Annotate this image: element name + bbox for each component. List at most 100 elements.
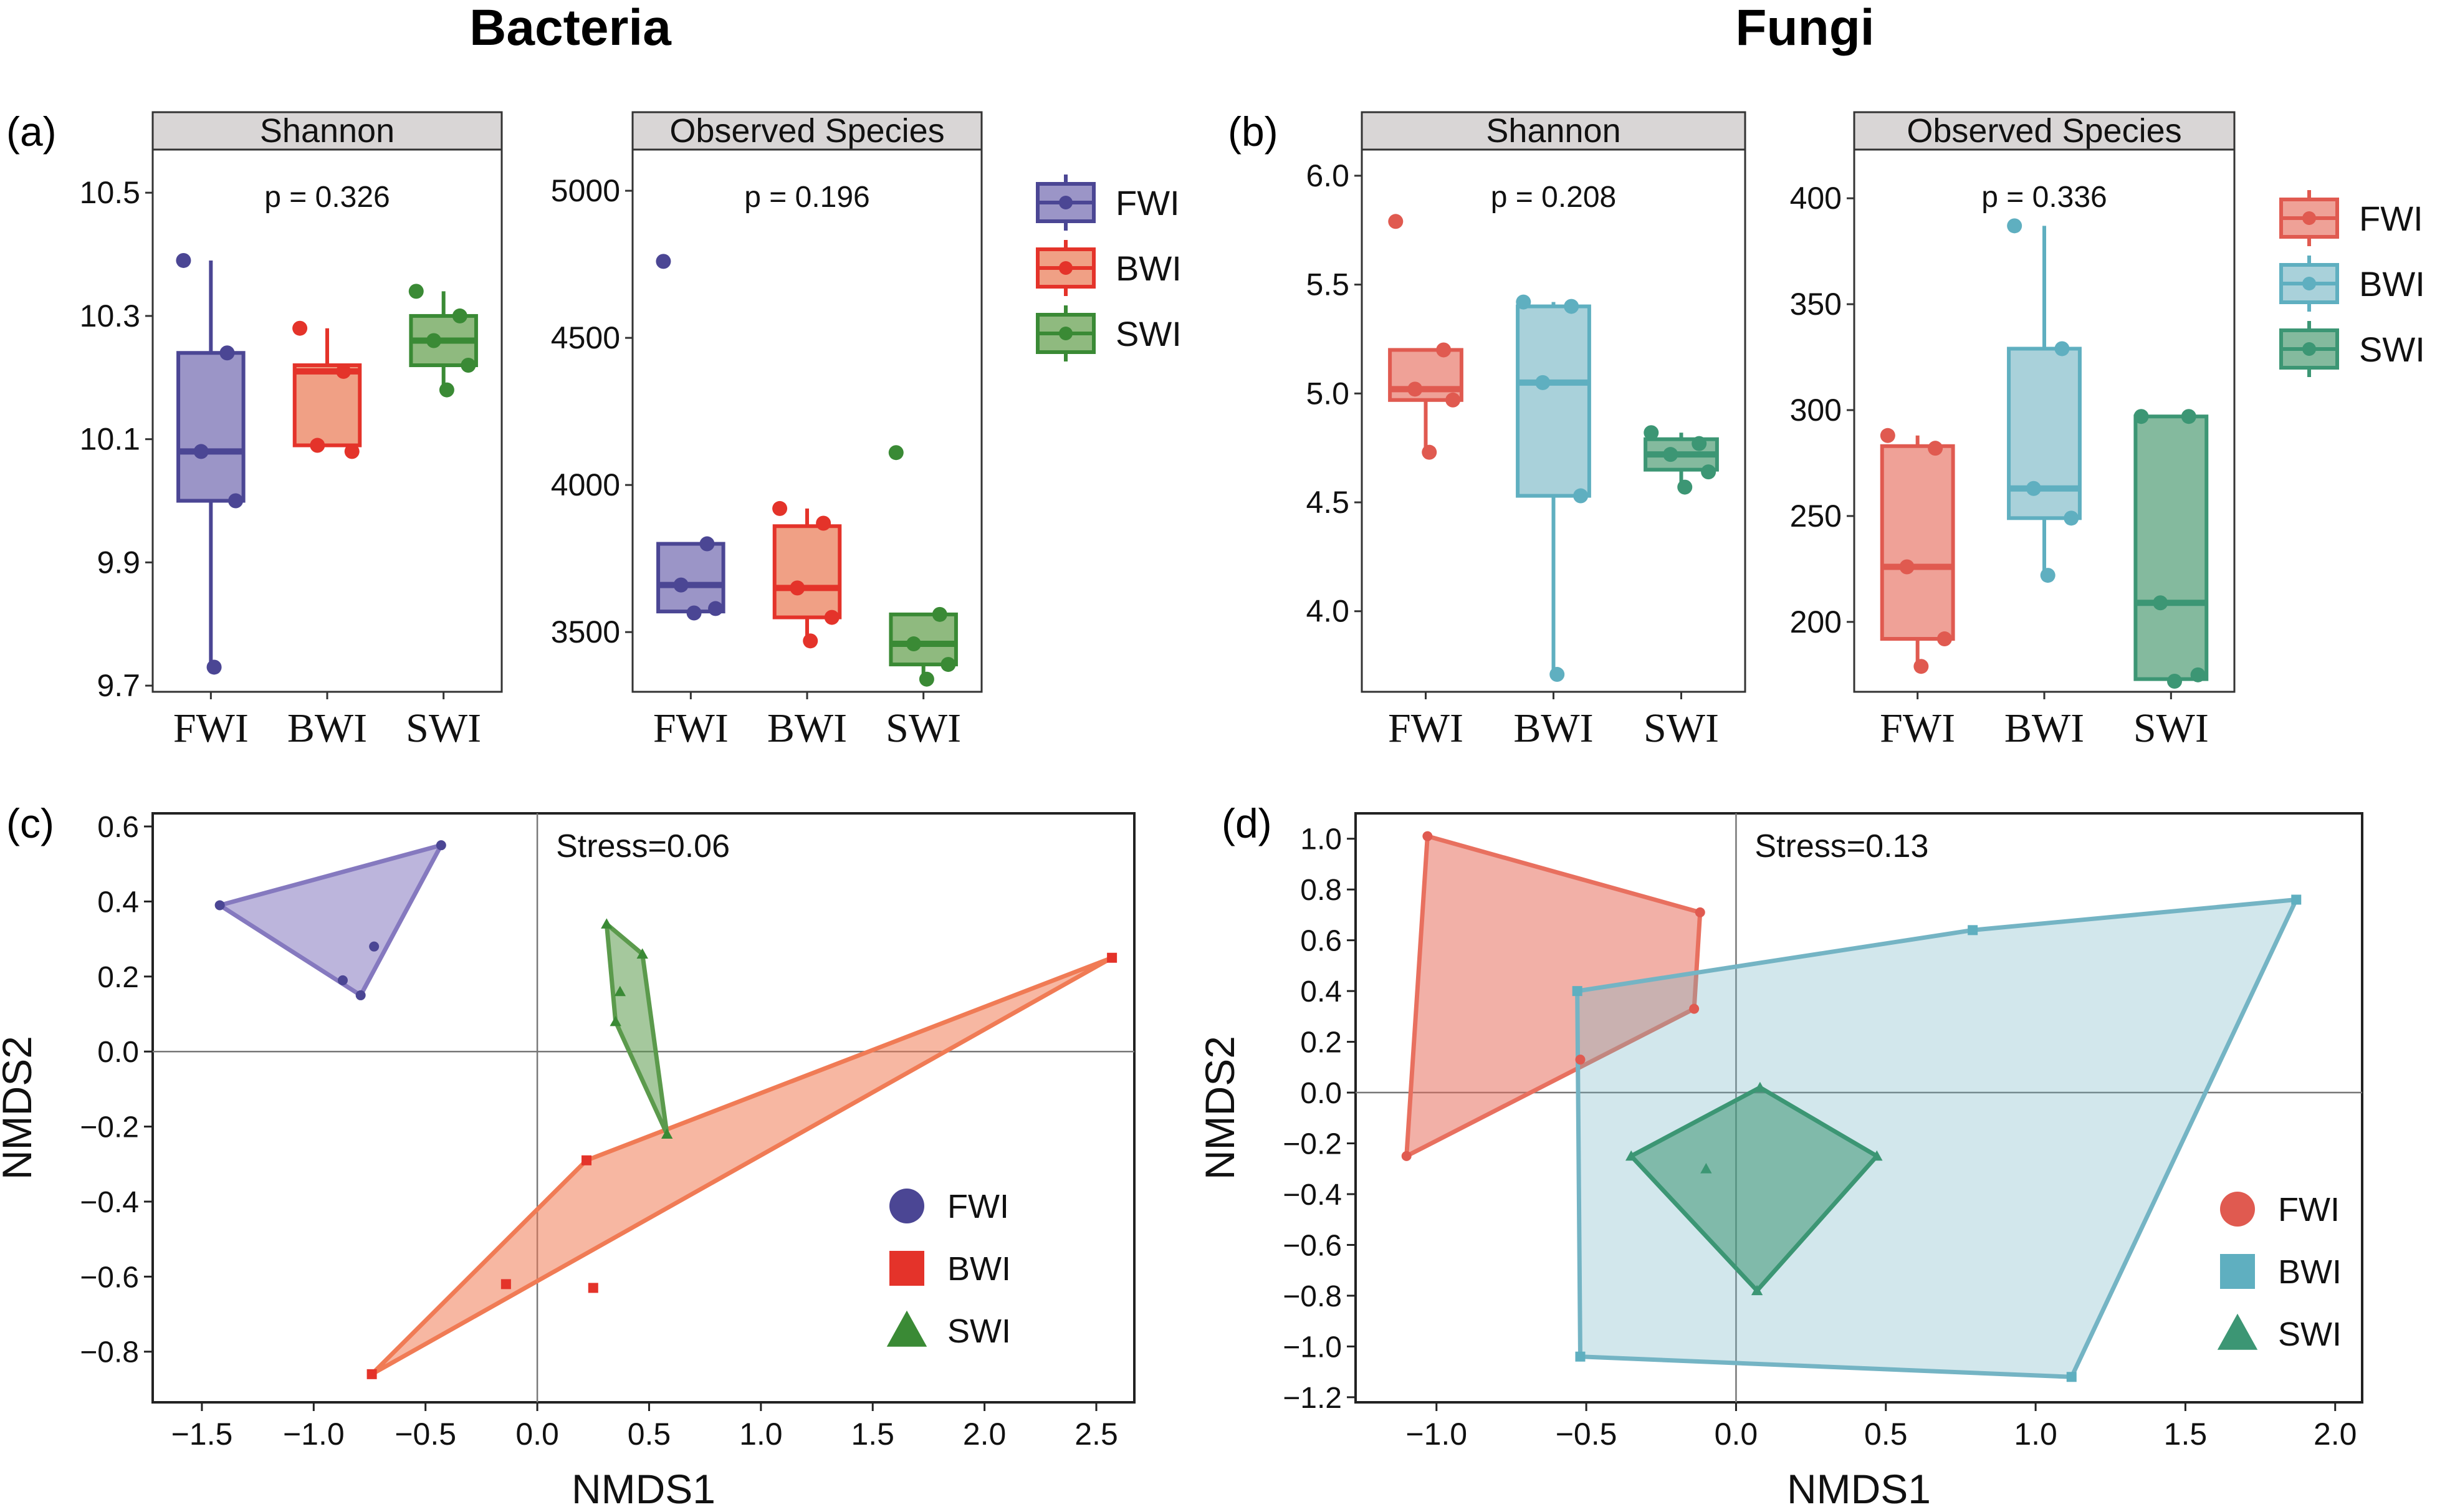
legend-item-BWI: BWI [2220,1253,2342,1291]
point-SWI [636,948,648,959]
data-point [772,500,788,516]
data-point [803,633,818,649]
x-tick-label: 1.0 [739,1417,783,1452]
x-tick-label: BWI [2004,706,2084,751]
box-FWI [1388,214,1463,460]
panel-label-a: (a) [6,108,57,155]
box-BWI [1516,294,1591,682]
data-point [292,320,308,336]
box-panel-b-observed: Observed Species p = 0.336 200 250 300 350 400… [1790,111,2236,751]
legend-label: FWI [947,1188,1009,1225]
y-tick-label: 4000 [551,467,620,502]
data-point [1677,479,1693,495]
data-point [699,536,715,552]
y-tick-label: −0.6 [1283,1229,1342,1262]
y-tick-label: −0.4 [1283,1179,1342,1212]
box-iqr [1880,444,1955,641]
box-SWI [408,284,478,398]
strip-label: Shannon [1486,112,1620,150]
legend-item-BWI: BWI [1036,240,1182,296]
legend-label: SWI [1116,314,1182,353]
x-tick-label: −0.5 [1556,1417,1617,1452]
legend-label: FWI [2359,199,2423,238]
y-tick-label: 10.5 [80,175,140,210]
nmds-panel-c: Stress=0.06 −1.5 −1.0 −0.5 0.0 0.5 1.0 1.5 2.0 2.… [0,811,1136,1512]
data-point [439,382,454,398]
data-point [1663,447,1678,462]
data-point [1573,488,1589,504]
x-tick-label: FWI [173,706,249,751]
x-tick-label: 0.5 [1864,1417,1908,1452]
data-point [1516,294,1531,310]
point-FWI [436,840,446,851]
data-point [940,657,956,672]
box-iqr [176,351,246,503]
title-fungi: Fungi [1735,0,1874,56]
data-point [1701,464,1716,480]
strip [631,111,983,151]
legend-marker [889,1189,924,1223]
y-tick-label: 0.8 [1300,874,1342,907]
legend-item-FWI: FWI [2220,1191,2340,1228]
y-tick-label: −0.8 [1283,1280,1342,1313]
point-SWI [1871,1150,1883,1161]
legend-bacteria-box: FWI BWI SWI [1036,175,1182,361]
box-FWI [176,252,246,675]
legend-point [1059,196,1073,209]
legend-bacteria-nmds: FWI BWI SWI [886,1188,1011,1350]
box-panel-a-shannon: Shannon p = 0.326 9.7 9.9 10.1 10.3 10.5 FWI BWI… [80,111,503,751]
legend-label: SWI [947,1313,1011,1350]
y-tick-label: 5.0 [1306,376,1349,411]
y-tick-label: −0.6 [80,1261,139,1294]
panel-label-c: (c) [6,800,54,846]
y-tick-label: 4500 [551,320,620,355]
data-point [888,445,904,461]
strip [151,111,503,151]
y-tick-label: 4.5 [1306,485,1349,520]
y-tick-label: 0.0 [97,1036,139,1069]
x-tick-label: FWI [653,706,729,751]
data-point [176,252,191,268]
legend-item-SWI: SWI [886,1310,1011,1350]
y-tick-label: 0.6 [1300,925,1342,958]
p-value: p = 0.196 [744,181,870,214]
data-point [2133,409,2149,424]
y-tick-label: 250 [1790,499,1842,534]
data-point [2181,409,2196,424]
x-axis-title: NMDS1 [1787,1466,1931,1512]
y-tick-label: 350 [1790,287,1842,322]
point-BWI [500,1279,511,1290]
point-SWI [610,1015,621,1026]
point-SWI [1700,1163,1712,1174]
legend-label: SWI [2359,330,2425,369]
title-bacteria: Bacteria [469,0,672,56]
legend-label: BWI [2359,264,2425,304]
point-FWI [214,900,225,911]
point-BWI [1107,952,1118,963]
data-point [1692,436,1707,451]
legend-label: BWI [2278,1253,2342,1291]
y-tick-label: −1.2 [1283,1382,1342,1415]
stress-label: Stress=0.13 [1754,828,1928,864]
y-tick-label: 200 [1790,605,1842,639]
data-point [906,636,921,652]
x-tick-label: −1.0 [1405,1417,1467,1452]
strip-label: Observed Species [1907,112,2181,150]
data-point [1899,559,1915,575]
y-tick-label: 5.5 [1306,267,1349,302]
legend-item-BWI: BWI [2279,256,2425,312]
y-tick-label: 0.2 [97,961,139,994]
y-tick-label: −0.8 [80,1336,139,1369]
p-value: p = 0.208 [1491,181,1617,214]
data-point [1564,299,1579,314]
x-tick-label: 0.0 [1715,1417,1758,1452]
legend-point [1059,327,1073,340]
data-point [708,601,724,616]
box-SWI [888,445,958,687]
data-point [408,284,424,299]
legend-label: FWI [1116,183,1180,222]
data-point [1644,425,1659,441]
box-FWI [656,254,725,621]
strip [1361,111,1746,151]
strip-label: Observed Species [669,112,944,150]
